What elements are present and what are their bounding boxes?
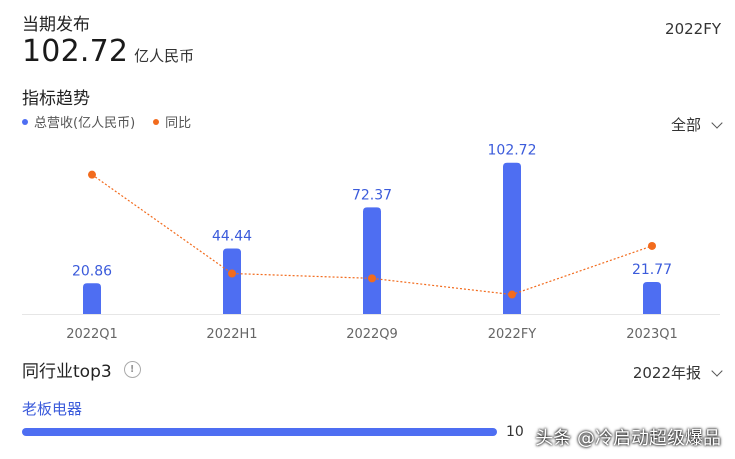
peer-top3-label: 同行业top3: [22, 362, 112, 382]
current-value-row: 102.72 亿人民币: [22, 34, 194, 69]
revenue-bar[interactable]: [503, 162, 521, 314]
yoy-line: [91, 174, 653, 296]
yoy-point[interactable]: [88, 170, 96, 179]
info-icon[interactable]: !: [123, 361, 141, 378]
peer-company-name[interactable]: 老板电器: [22, 400, 83, 418]
x-tick-label: 2022Q9: [346, 327, 398, 342]
value-unit: 亿人民币: [134, 47, 195, 65]
bar-value-label: 21.77: [632, 262, 672, 278]
chart-legend: 总营收(亿人民币) 同比: [22, 112, 209, 131]
report-period-dropdown[interactable]: 2022年报: [632, 362, 723, 383]
period-tag: 2022FY: [665, 20, 721, 38]
trend-title: 指标趋势: [22, 89, 90, 109]
x-tick-label: 2022H1: [206, 327, 257, 342]
report-period-label: 2022年报: [632, 364, 701, 382]
peer-company-value: 10: [506, 424, 524, 440]
legend-label-yoy: 同比: [165, 116, 192, 131]
yoy-point[interactable]: [508, 290, 516, 299]
watermark: 头条 @冷启动超级爆品: [535, 428, 721, 449]
revenue-bar[interactable]: [83, 283, 101, 314]
chevron-down-icon: [711, 364, 723, 377]
trend-filter-label: 全部: [670, 116, 701, 134]
x-tick-label: 2022FY: [488, 327, 537, 342]
yoy-point[interactable]: [648, 241, 656, 250]
legend-item-yoy[interactable]: 同比: [153, 112, 191, 131]
legend-item-revenue[interactable]: 总营收(亿人民币): [22, 112, 135, 131]
revenue-bar[interactable]: [363, 207, 381, 314]
bar-value-label: 102.72: [488, 143, 537, 159]
yoy-point[interactable]: [228, 269, 236, 278]
bar-value-label: 20.86: [72, 263, 112, 279]
chevron-down-icon: [711, 116, 723, 129]
trend-filter-dropdown[interactable]: 全部: [670, 114, 723, 135]
revenue-bar[interactable]: [223, 248, 241, 314]
legend-label-revenue: 总营收(亿人民币): [34, 116, 136, 131]
current-value: 102.72: [22, 34, 129, 69]
revenue-bar[interactable]: [643, 281, 661, 314]
x-tick-label: 2023Q1: [626, 327, 678, 342]
x-tick-label: 2022Q1: [66, 327, 118, 342]
legend-dot-icon: [153, 118, 160, 125]
yoy-point[interactable]: [368, 274, 376, 283]
current-release-label: 当期发布: [22, 15, 90, 35]
bar-value-label: 72.37: [352, 187, 392, 203]
legend-dot-icon: [22, 118, 28, 125]
bar-value-label: 44.44: [212, 229, 252, 245]
revenue-trend-chart: 20.86 2022Q1 44.44 2022H1 72.37 2022Q9 102.72 2…: [22, 143, 720, 342]
peer-top3-title: 同行业top3!: [22, 357, 141, 382]
peer-company-bar: [22, 428, 497, 436]
